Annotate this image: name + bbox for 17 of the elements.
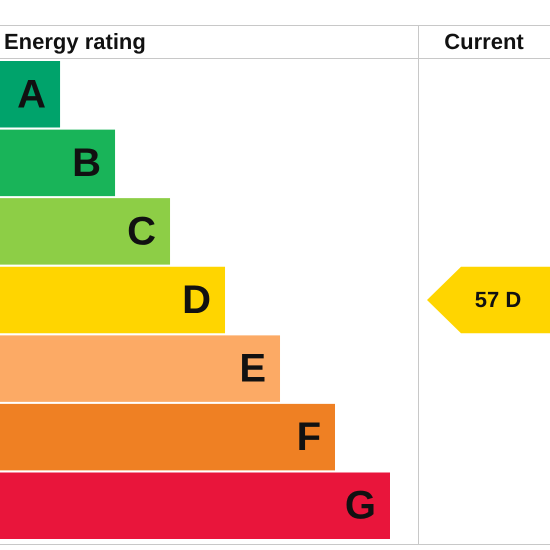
y-tick-label: C <box>127 209 156 254</box>
y-tick-label: F <box>296 415 322 460</box>
text: Current <box>444 29 524 54</box>
bar <box>0 198 170 265</box>
bar <box>0 404 336 470</box>
bar <box>0 130 116 196</box>
text: 57 D <box>474 287 522 312</box>
y-tick-label: B <box>72 140 102 185</box>
bar <box>0 266 226 334</box>
bar <box>0 472 390 539</box>
y-tick-label: E <box>239 346 266 391</box>
chart-title: Energy rating <box>4 29 146 54</box>
y-tick-label: D <box>182 278 212 322</box>
y-tick-label: A <box>17 72 46 116</box>
y-tick-label: G <box>344 484 376 528</box>
bar <box>0 335 280 402</box>
bar <box>0 61 60 128</box>
